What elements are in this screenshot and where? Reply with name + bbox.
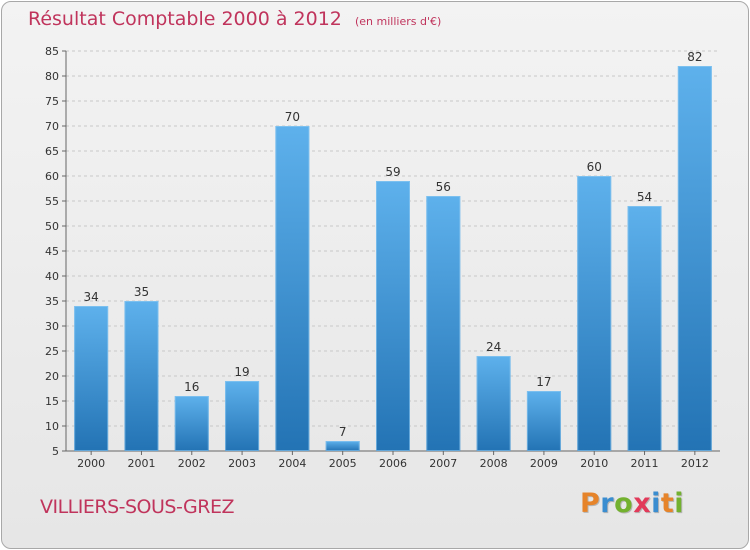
data-label-2011: 54 <box>637 190 652 204</box>
y-tick-label: 50 <box>45 220 59 233</box>
bar-highlight-2001 <box>124 301 159 451</box>
bar-highlight-2007 <box>426 196 461 451</box>
data-label-2003: 19 <box>234 365 249 379</box>
bar-2012 <box>677 66 712 451</box>
bar-2004 <box>275 126 310 451</box>
y-tick-label: 5 <box>52 445 59 458</box>
data-label-2012: 82 <box>687 50 702 64</box>
data-label-2004: 70 <box>285 110 300 124</box>
location-name: VILLIERS-SOUS-GREZ <box>40 496 234 518</box>
y-tick-label: 30 <box>45 320 59 333</box>
bar-highlight-2011 <box>627 206 662 451</box>
y-tick-label: 55 <box>45 195 59 208</box>
bar-highlight-2003 <box>225 381 260 451</box>
y-tick-label: 20 <box>45 370 59 383</box>
bar-2007 <box>426 196 461 451</box>
bar-2006 <box>376 181 410 451</box>
data-labels: 34 35 16 19 70 7 59 56 24 17 60 54 82 <box>84 50 703 439</box>
logo-letter: r <box>600 488 615 519</box>
logo-letter: i <box>674 488 685 519</box>
y-tick-label: 15 <box>45 395 59 408</box>
proxiti-logo: Proxiti <box>580 488 684 519</box>
bar-2003 <box>225 381 260 451</box>
x-tick-label: 2000 <box>77 457 105 470</box>
x-tick-label: 2005 <box>329 457 357 470</box>
logo-letter: i <box>651 488 661 519</box>
logo-letter: o <box>614 488 634 519</box>
data-label-2002: 16 <box>184 380 199 394</box>
y-tick-label: 45 <box>45 245 59 258</box>
x-tick-label: 2003 <box>228 457 256 470</box>
x-tick-label: 2006 <box>379 457 407 470</box>
y-tick-label: 85 <box>45 45 59 58</box>
bar-highlight-2000 <box>74 306 109 451</box>
bar-2008 <box>476 356 511 451</box>
logo-letter: x <box>633 488 652 519</box>
bar-2002 <box>174 396 209 451</box>
y-tick-label: 35 <box>45 295 59 308</box>
y-tick-label: 40 <box>45 270 59 283</box>
x-tick-label: 2007 <box>429 457 457 470</box>
y-tick-label: 65 <box>45 145 59 158</box>
bar-2010 <box>577 176 612 451</box>
bar-2005 <box>325 441 360 451</box>
logo-letter: P <box>580 488 601 519</box>
bar-2001 <box>124 301 159 451</box>
bar-highlight-2002 <box>174 396 209 451</box>
x-tick-label: 2012 <box>681 457 709 470</box>
data-label-2000: 34 <box>84 290 99 304</box>
data-label-2001: 35 <box>134 285 149 299</box>
y-tick-label: 80 <box>45 70 59 83</box>
data-label-2010: 60 <box>587 160 602 174</box>
bar-highlight-2008 <box>476 356 511 451</box>
x-tick-label: 2008 <box>480 457 508 470</box>
chart-title: Résultat Comptable 2000 à 2012 <box>28 8 342 30</box>
bar-highlight-2004 <box>275 126 310 451</box>
y-tick-label: 75 <box>45 95 59 108</box>
bar-highlight-2010 <box>577 176 612 451</box>
x-tick-label: 2002 <box>178 457 206 470</box>
x-tick-label: 2001 <box>127 457 155 470</box>
logo-letter: t <box>660 488 675 519</box>
data-label-2008: 24 <box>486 340 501 354</box>
bar-highlight-2005 <box>325 441 360 451</box>
data-label-2007: 56 <box>436 180 451 194</box>
bars <box>74 66 712 451</box>
data-label-2006: 59 <box>385 165 400 179</box>
bar-highlight-2006 <box>376 181 410 451</box>
bar-highlight-2012 <box>677 66 712 451</box>
bar-2009 <box>526 391 561 451</box>
x-tick-label: 2011 <box>631 457 659 470</box>
data-label-2005: 7 <box>339 425 347 439</box>
data-label-2009: 17 <box>536 375 551 389</box>
x-tick-label: 2009 <box>530 457 558 470</box>
y-tick-label: 70 <box>45 120 59 133</box>
bar-2011 <box>627 206 662 451</box>
chart-title-row: Résultat Comptable 2000 à 2012 (en milli… <box>28 8 441 30</box>
y-tick-label: 10 <box>45 420 59 433</box>
y-tick-label: 25 <box>45 345 59 358</box>
chart-unit-label: (en milliers d'€) <box>354 15 442 28</box>
x-tick-label: 2010 <box>580 457 608 470</box>
x-tick-label: 2004 <box>278 457 306 470</box>
y-tick-label: 60 <box>45 170 59 183</box>
bar-highlight-2009 <box>526 391 561 451</box>
bar-2000 <box>74 306 109 451</box>
